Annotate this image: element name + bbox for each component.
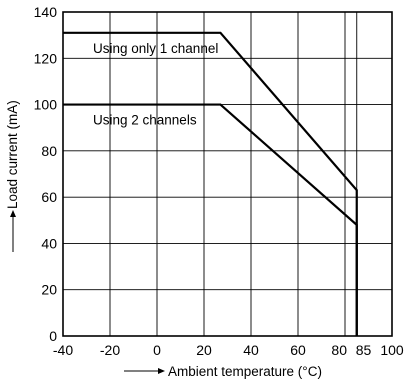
y-tick-label: 60 <box>41 189 57 205</box>
x-tick-label: 100 <box>380 342 404 358</box>
x-tick-label: 80 <box>331 342 347 358</box>
y-axis-arrow-head <box>10 210 16 217</box>
x-axis-label: Ambient temperature (°C) <box>168 364 322 379</box>
series-label-1: Using only 1 channel <box>93 41 218 56</box>
series-labels: Using only 1 channel Using 2 channels <box>93 41 218 128</box>
y-tick-label: 0 <box>49 328 57 344</box>
x-axis-arrow-head <box>158 368 165 374</box>
series-label-2: Using 2 channels <box>93 113 197 128</box>
x-tick-label: -20 <box>100 342 120 358</box>
y-axis-label-group: Load current (mA) <box>5 100 20 252</box>
y-tick-label: 140 <box>34 4 58 20</box>
x-tick-label: 40 <box>243 342 259 358</box>
x-tick-label: 60 <box>290 342 306 358</box>
y-tick-label: 120 <box>34 50 58 66</box>
tick-labels: -40 -20 0 20 40 60 80 85 100 0 20 40 60 80 100 120 140 <box>34 4 404 358</box>
y-tick-label: 20 <box>41 282 57 298</box>
x-tick-label: -40 <box>53 342 73 358</box>
plot-frame <box>62 11 393 337</box>
series-line-2 <box>63 103 358 336</box>
series-layer <box>63 31 358 336</box>
x-tick-label: 20 <box>196 342 212 358</box>
x-tick-label: 85 <box>356 342 372 358</box>
x-tick-label: 0 <box>153 342 161 358</box>
y-tick-label: 40 <box>41 235 57 251</box>
y-axis-label: Load current (mA) <box>5 100 20 209</box>
y-tick-label: 80 <box>41 143 57 159</box>
y-tick-label: 100 <box>34 97 58 113</box>
series-line-1 <box>63 31 358 336</box>
x-axis-label-group: Ambient temperature (°C) <box>124 364 322 379</box>
